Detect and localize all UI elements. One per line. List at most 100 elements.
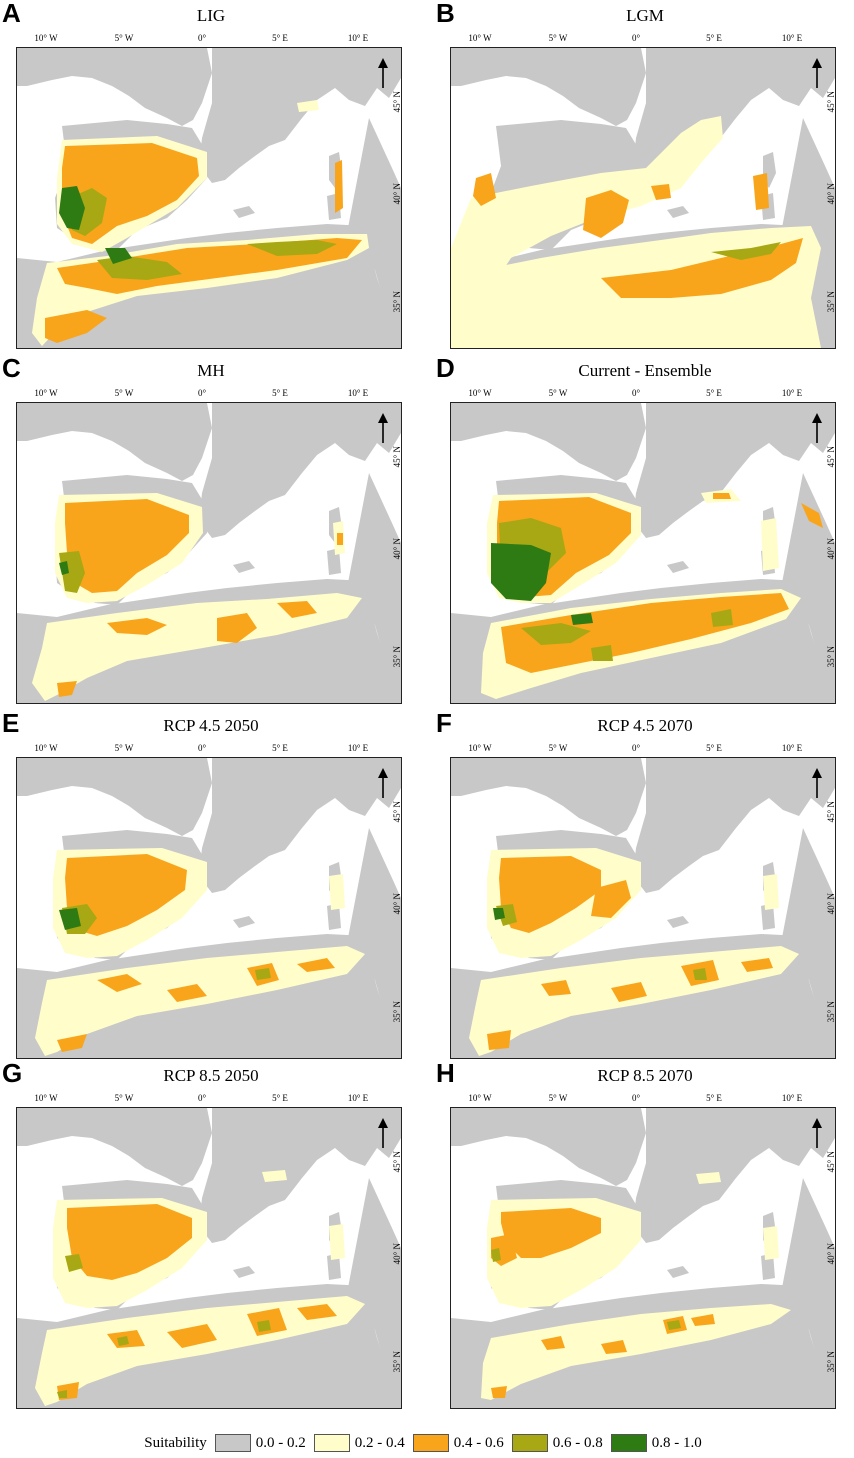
suitability-region (35, 946, 365, 1056)
land-area (667, 1266, 689, 1278)
panel-title: RCP 4.5 2070 (597, 716, 693, 735)
latitude-label: 45° N (826, 446, 836, 468)
north-arrow-icon (378, 413, 388, 423)
suitability-region (57, 1034, 87, 1052)
map-svg (17, 1108, 401, 1408)
suitability-region (217, 613, 257, 643)
longitude-label: 0° (197, 743, 207, 753)
panel-title: LIG (196, 6, 226, 25)
suitability-region (591, 880, 631, 918)
suitability-region (711, 609, 733, 627)
suitability-region (601, 1340, 627, 1354)
suitability-region (713, 493, 731, 499)
longitude-label: 5° E (272, 388, 288, 398)
land-area (17, 758, 212, 836)
north-arrow-icon (378, 58, 388, 68)
land-area (233, 1266, 255, 1278)
panel-title: MH (197, 361, 225, 380)
latitude-label: 40° N (826, 183, 836, 205)
legend-item: 0.6 - 0.8 (511, 1434, 603, 1452)
suitability-region (57, 1390, 67, 1398)
longitude-label: 0° (631, 33, 641, 43)
latitude-label: 45° N (392, 1151, 402, 1173)
legend-label: 0.6 - 0.8 (552, 1434, 603, 1451)
legend-item: 0.2 - 0.4 (313, 1434, 405, 1452)
suitability-region (611, 982, 647, 1002)
latitude-label: 45° N (392, 446, 402, 468)
suitability-region (277, 601, 317, 618)
suitability-region (335, 160, 343, 213)
latitude-label: 35° N (826, 1001, 836, 1023)
suitability-map (16, 47, 402, 349)
legend-swatch (214, 1434, 251, 1452)
legend-label: 0.4 - 0.6 (453, 1434, 504, 1451)
suitability-region (297, 1304, 337, 1320)
longitude-label: 0° (631, 1093, 641, 1103)
latitude-label: 35° N (392, 646, 402, 668)
suitability-region (297, 100, 319, 112)
land-area (781, 1178, 835, 1408)
suitability-region (541, 1336, 565, 1350)
land-area (451, 1108, 646, 1186)
longitude-label: 10° E (347, 33, 369, 43)
longitude-label: 5° E (272, 743, 288, 753)
latitude-label: 40° N (392, 538, 402, 560)
suitability-region (337, 533, 343, 545)
suitability-region (59, 908, 81, 930)
map-panel-g: G RCP 8.5 2050 10° W 5° W 0° 5° E 10° E 45° N… (2, 1060, 416, 1409)
land-area (451, 48, 646, 126)
latitude-label: 45° N (826, 801, 836, 823)
longitude-label: 10° E (347, 388, 369, 398)
suitability-legend: Suitability 0.0 - 0.2 0.2 - 0.4 0.4 - 0.… (0, 1430, 854, 1456)
suitability-region (763, 1226, 779, 1260)
legend-item: 0.0 - 0.2 (214, 1434, 306, 1452)
suitability-region (571, 613, 593, 625)
land-area (327, 548, 341, 575)
land-area (633, 403, 835, 538)
longitude-label: 5° W (548, 33, 568, 43)
suitability-map (16, 757, 402, 1059)
map-svg (17, 403, 401, 703)
land-area (347, 473, 401, 703)
land-area (199, 403, 401, 538)
land-area (347, 1178, 401, 1408)
suitability-region (262, 1170, 287, 1182)
panel-title: LGM (626, 6, 664, 25)
legend-swatch (412, 1434, 449, 1452)
map-panel-a: A LIG 10° W 5° W 0° 5° E 10° E 45° N 40° N 35° … (2, 0, 416, 349)
panel-letter: E (2, 708, 20, 738)
suitability-region (487, 1030, 511, 1050)
suitability-map (450, 757, 836, 1059)
suitability-region (583, 190, 629, 238)
land-area (781, 473, 835, 703)
land-area (451, 758, 646, 836)
panel-title: RCP 8.5 2050 (163, 1066, 259, 1085)
suitability-region (32, 593, 362, 701)
land-area (633, 1108, 835, 1243)
map-svg (451, 48, 835, 348)
latitude-label: 45° N (826, 91, 836, 113)
land-area (17, 1108, 212, 1186)
suitability-region (753, 173, 769, 210)
latitude-label: 40° N (392, 183, 402, 205)
land-area (233, 916, 255, 928)
longitude-label: 0° (197, 388, 207, 398)
latitude-label: 35° N (826, 646, 836, 668)
suitability-map (450, 402, 836, 704)
longitude-label: 5° E (272, 1093, 288, 1103)
land-area (761, 1253, 775, 1280)
longitude-label: 10° E (781, 1093, 803, 1103)
suitability-region (67, 1204, 192, 1280)
map-svg (451, 1108, 835, 1408)
north-arrow-icon (812, 1118, 822, 1128)
suitability-region (801, 503, 823, 528)
north-arrow-icon (378, 1118, 388, 1128)
longitude-label: 10° E (781, 33, 803, 43)
longitude-label: 5° W (548, 1093, 568, 1103)
land-area (233, 561, 255, 573)
longitude-label: 5° W (114, 1093, 134, 1103)
longitude-label: 10° E (347, 743, 369, 753)
legend-item: 0.8 - 1.0 (610, 1434, 702, 1452)
land-area (667, 206, 689, 218)
latitude-label: 45° N (392, 91, 402, 113)
